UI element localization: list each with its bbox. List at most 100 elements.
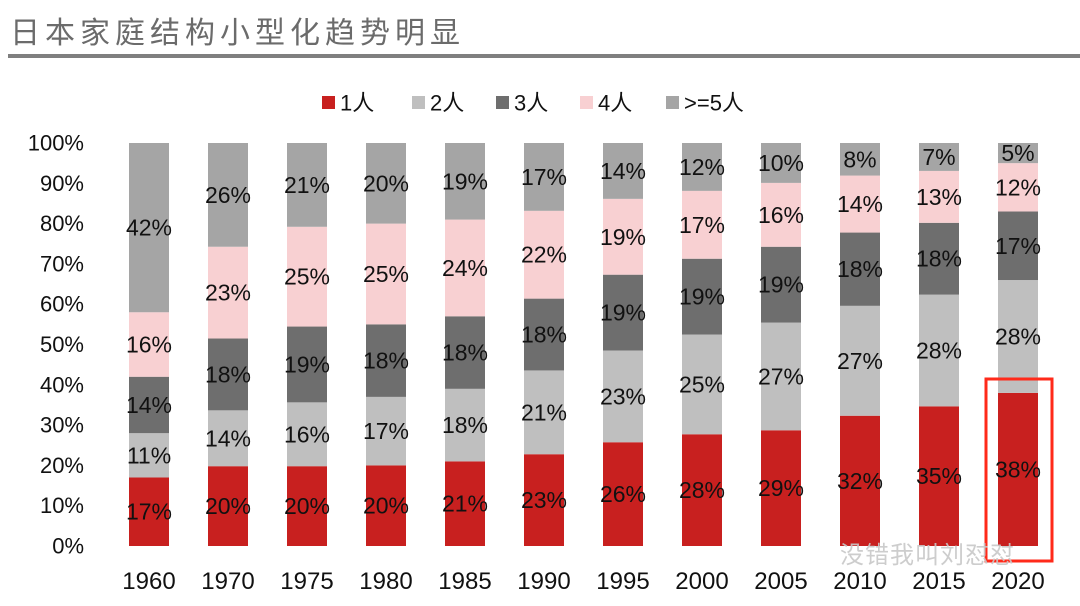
legend-label: 2人 bbox=[430, 91, 464, 116]
bar-segment bbox=[761, 182, 801, 247]
bar-segment bbox=[366, 465, 406, 546]
x-tick-label: 1970 bbox=[201, 568, 254, 595]
data-label: 18% bbox=[837, 256, 883, 282]
data-label: 18% bbox=[363, 348, 409, 374]
x-tick-label: 2015 bbox=[912, 568, 965, 595]
data-label: 12% bbox=[679, 154, 725, 180]
legend-swatch bbox=[496, 96, 509, 109]
data-label: 42% bbox=[126, 215, 172, 241]
data-label: 14% bbox=[126, 392, 172, 418]
bar-segment bbox=[287, 402, 327, 467]
data-label: 19% bbox=[600, 300, 646, 326]
data-label: 18% bbox=[442, 412, 488, 438]
bar-segment bbox=[524, 298, 564, 371]
bar-segment bbox=[682, 434, 722, 546]
bar-segment bbox=[366, 396, 406, 466]
bar-segment bbox=[208, 246, 248, 339]
data-label: 28% bbox=[916, 337, 962, 363]
data-label: 14% bbox=[837, 191, 883, 217]
legend-label: 4人 bbox=[598, 91, 632, 116]
data-label: 17% bbox=[995, 233, 1041, 259]
bar-segment bbox=[129, 433, 169, 478]
bar-segment bbox=[919, 406, 959, 546]
data-label: 16% bbox=[284, 421, 330, 447]
x-tick-label: 1985 bbox=[438, 568, 491, 595]
data-label: 19% bbox=[442, 168, 488, 194]
bar-segment bbox=[761, 143, 801, 183]
bar-segment bbox=[919, 222, 959, 295]
legend-label: 3人 bbox=[514, 91, 548, 116]
x-tick-label: 2000 bbox=[675, 568, 728, 595]
bar-segment bbox=[208, 410, 248, 467]
bar-segment bbox=[366, 324, 406, 397]
data-label: 17% bbox=[679, 212, 725, 238]
bar-segment bbox=[524, 370, 564, 455]
bar-segment bbox=[603, 274, 643, 351]
data-label: 19% bbox=[284, 351, 330, 377]
data-label: 12% bbox=[995, 174, 1041, 200]
data-label: 21% bbox=[521, 399, 567, 425]
data-label: 18% bbox=[916, 246, 962, 272]
bar-segment bbox=[998, 392, 1038, 546]
legend-swatch bbox=[666, 96, 679, 109]
data-label: 26% bbox=[600, 481, 646, 507]
data-label: 35% bbox=[916, 463, 962, 489]
bar-segment bbox=[840, 415, 880, 546]
x-tick-label: 2005 bbox=[754, 568, 807, 595]
data-label: 7% bbox=[922, 144, 955, 170]
bar-segment bbox=[208, 143, 248, 247]
data-label: 19% bbox=[679, 284, 725, 310]
bar-segment bbox=[445, 143, 485, 220]
y-tick-label: 90% bbox=[40, 171, 84, 196]
bar-segment bbox=[998, 280, 1038, 393]
x-tick-label: 1980 bbox=[359, 568, 412, 595]
data-label: 14% bbox=[205, 425, 251, 451]
x-tick-label: 1960 bbox=[122, 568, 175, 595]
x-tick-label: 1995 bbox=[596, 568, 649, 595]
data-label: 32% bbox=[837, 468, 883, 494]
legend-label: 1人 bbox=[340, 91, 374, 116]
bar-segment bbox=[682, 258, 722, 335]
data-label: 27% bbox=[837, 348, 883, 374]
bar-segment bbox=[840, 232, 880, 306]
bar-segment bbox=[919, 143, 959, 171]
watermark: 没错我叫刘怼怼 bbox=[840, 542, 1015, 569]
data-label: 5% bbox=[1001, 140, 1034, 166]
legend-label: >=5人 bbox=[684, 91, 744, 116]
bar-segment bbox=[524, 454, 564, 546]
bar-segment bbox=[682, 143, 722, 191]
y-tick-label: 30% bbox=[40, 413, 84, 438]
data-label: 23% bbox=[600, 383, 646, 409]
data-label: 14% bbox=[600, 158, 646, 184]
bar-segment bbox=[129, 376, 169, 434]
bar-segment bbox=[524, 143, 564, 211]
legend-swatch bbox=[580, 96, 593, 109]
data-label: 17% bbox=[126, 499, 172, 525]
bar-segment bbox=[919, 170, 959, 223]
bar-segment bbox=[287, 143, 327, 227]
data-label: 20% bbox=[363, 170, 409, 196]
bar-segment bbox=[840, 143, 880, 176]
bar-segment bbox=[682, 334, 722, 435]
bar-segment bbox=[129, 477, 169, 546]
data-label: 10% bbox=[758, 150, 804, 176]
bar-segment bbox=[761, 322, 801, 431]
data-label: 27% bbox=[758, 363, 804, 389]
data-label: 11% bbox=[127, 442, 171, 468]
bar-segment bbox=[761, 246, 801, 323]
x-tick-label: 1975 bbox=[280, 568, 333, 595]
bar-segment bbox=[366, 223, 406, 325]
data-label: 25% bbox=[679, 371, 725, 397]
legend-swatch bbox=[322, 96, 335, 109]
bar-segment bbox=[208, 466, 248, 546]
bar-segment bbox=[761, 430, 801, 546]
bar-segment bbox=[445, 461, 485, 546]
bar-segment bbox=[208, 338, 248, 411]
highlight-box bbox=[984, 377, 1054, 563]
y-tick-label: 10% bbox=[40, 493, 84, 518]
y-tick-label: 100% bbox=[28, 131, 84, 156]
bar-segment bbox=[603, 198, 643, 275]
data-label: 20% bbox=[205, 493, 251, 519]
bar-segment bbox=[682, 190, 722, 259]
